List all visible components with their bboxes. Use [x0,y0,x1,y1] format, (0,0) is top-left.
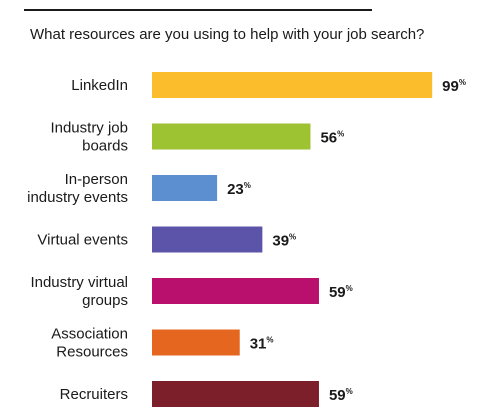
chart-title: What resources are you using to help wit… [30,26,425,43]
value-label-2: 23% [227,181,251,198]
bar-5 [152,329,240,356]
category-label-4: Industry virtual groups [30,274,128,309]
bar-6 [152,381,319,407]
category-label-0: LinkedIn [71,77,128,94]
value-label-3: 39% [272,233,296,250]
bar-1 [152,123,311,150]
category-label-5: Association Resources [51,326,128,361]
bar-2 [152,175,218,201]
value-label-6: 59% [329,387,353,404]
value-label-4: 59% [329,284,353,301]
category-label-2: In-person industry events [27,171,128,206]
category-label-1: Industry job boards [50,120,128,155]
value-label-1: 56% [320,130,344,147]
category-label-3: Virtual events [37,232,128,249]
bar-3 [152,226,263,253]
value-label-5: 31% [250,336,274,353]
top-rule [24,9,372,11]
bar-0 [152,72,433,98]
bar-4 [152,278,319,304]
category-label-6: Recruiters [60,386,128,403]
value-label-0: 99% [442,78,466,95]
